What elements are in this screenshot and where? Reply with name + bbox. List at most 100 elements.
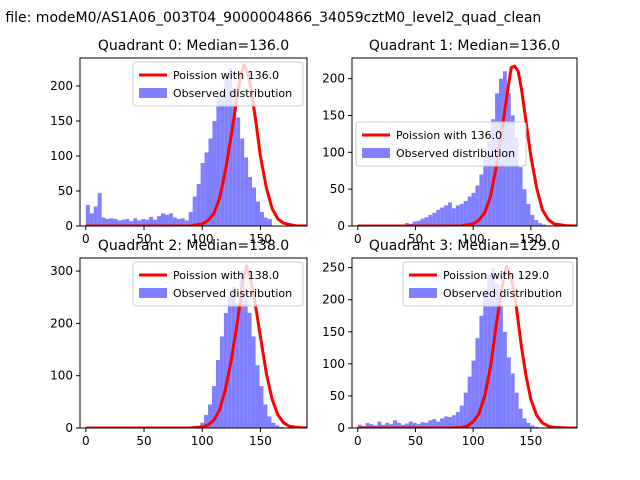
x-tick-label: 150 [249, 232, 272, 246]
histogram-bar [263, 217, 268, 226]
histogram-bar [522, 418, 527, 428]
histogram-bar [357, 424, 362, 428]
x-tick-label: 0 [82, 232, 90, 246]
histogram-bar [220, 93, 225, 226]
y-tick-label: 150 [50, 114, 73, 128]
histogram-bar [483, 159, 488, 226]
quadrant-3-title: Quadrant 3: Median=129.0 [369, 238, 560, 254]
histogram-bar [522, 189, 527, 226]
histogram-bar [248, 177, 253, 226]
y-tick-label: 200 [50, 79, 73, 93]
histogram-bar [416, 424, 421, 428]
y-tick-label: 0 [337, 421, 345, 435]
histogram-bar [459, 203, 464, 226]
histogram-bar [204, 414, 209, 428]
figure-suptitle: n file: modeM0/AS1A06_003T04_9000004866_… [0, 10, 541, 26]
y-tick-label: 250 [322, 261, 345, 275]
histogram-bar [428, 420, 433, 428]
histogram-bar [448, 202, 452, 226]
histogram-bar [235, 305, 240, 428]
histogram-bar [137, 220, 142, 226]
histogram-bar [432, 212, 437, 226]
x-tick-label: 50 [408, 232, 423, 246]
histogram-bar [436, 421, 441, 428]
histogram-bar [408, 421, 413, 428]
histogram-bar [377, 421, 382, 428]
histogram-bar [471, 360, 476, 428]
histogram-bar [365, 422, 370, 428]
y-tick-label: 200 [322, 293, 345, 307]
x-tick-label: 50 [136, 434, 151, 448]
x-tick-label: 100 [191, 232, 214, 246]
x-tick-label: 50 [136, 232, 151, 246]
histogram-bar [176, 219, 181, 226]
histogram-bar [224, 79, 229, 226]
histogram-bar [506, 357, 511, 428]
legend-label-poisson: Poission with 138.0 [173, 269, 279, 282]
quadrant-0-panel: Quadrant 0: Median=136.0 0 50 100 150 0 50 100 1… [50, 38, 308, 246]
histogram-bar [463, 392, 468, 428]
histogram-bar [369, 424, 374, 428]
histogram-bar [89, 213, 94, 226]
histogram-bar [85, 205, 90, 226]
histogram-bar [440, 418, 445, 428]
histogram-bar [109, 218, 114, 226]
legend-box [402, 261, 574, 307]
histogram-bar [510, 373, 515, 428]
histogram-bar [153, 219, 158, 226]
histogram-bar [487, 141, 492, 226]
quadrant-1-legend: Poission with 136.0 Observed distribution [355, 121, 527, 167]
histogram-bar [542, 224, 547, 226]
histogram-bar [125, 219, 130, 226]
histogram-bar [491, 119, 496, 226]
x-tick-label: 50 [408, 434, 423, 448]
quadrant-0-axes-frame [79, 57, 308, 227]
legend-bar-swatch [362, 148, 390, 158]
x-tick-label: 100 [462, 232, 485, 246]
y-tick-label: 100 [322, 357, 345, 371]
histogram-bar [487, 274, 492, 428]
y-tick-label: 0 [337, 219, 345, 233]
histogram-bar [455, 205, 460, 226]
x-tick-label: 0 [82, 434, 90, 448]
histogram-bar [105, 219, 110, 226]
histogram-bar [534, 220, 539, 226]
histogram-bar [212, 121, 217, 226]
histogram-bar [184, 220, 189, 226]
histogram-bar [247, 312, 252, 428]
histogram-bar [200, 422, 205, 428]
histogram-bar [200, 163, 205, 226]
quadrant-2-data [85, 264, 307, 428]
legend-bar-swatch [139, 288, 167, 298]
legend-box [132, 61, 304, 107]
quadrant-0-legend: Poission with 136.0 Observed distribution [132, 61, 304, 107]
histogram-bar [97, 193, 102, 226]
quadrant-3-data [357, 264, 577, 428]
histogram-bar [385, 422, 390, 428]
legend-bar-swatch [409, 288, 437, 298]
quadrant-2-panel: Quadrant 2: Median=138.0 0 50 100 150 0 100 200… [50, 238, 308, 448]
histogram-bar [514, 137, 519, 226]
histogram-bar [467, 196, 472, 226]
histogram-bar [149, 216, 154, 226]
histogram-bar [172, 217, 177, 226]
legend-label-observed: Observed distribution [173, 87, 292, 100]
y-tick-label: 150 [322, 325, 345, 339]
histogram-bar [400, 424, 405, 428]
histogram-bar [271, 422, 276, 428]
quadrant-panels: Quadrant 0: Median=136.0 0 50 100 150 0 50 100 1… [50, 38, 578, 448]
histogram-bar [526, 203, 531, 226]
histogram-bar [216, 96, 221, 226]
histogram-bar [475, 338, 480, 428]
y-tick-label: 100 [50, 149, 73, 163]
histogram-bar [263, 404, 268, 428]
quadrant-1-panel: Quadrant 1: Median=136.0 0 50 100 150 0 50 100 1… [322, 38, 578, 246]
histogram-bar [483, 293, 488, 428]
legend-label-observed: Observed distribution [443, 287, 562, 300]
legend-label-observed: Observed distribution [396, 147, 515, 160]
histogram-bar [141, 219, 146, 226]
histogram-bar [436, 209, 441, 226]
legend-label-poisson: Poission with 129.0 [443, 269, 549, 282]
histogram-bar [256, 201, 260, 226]
